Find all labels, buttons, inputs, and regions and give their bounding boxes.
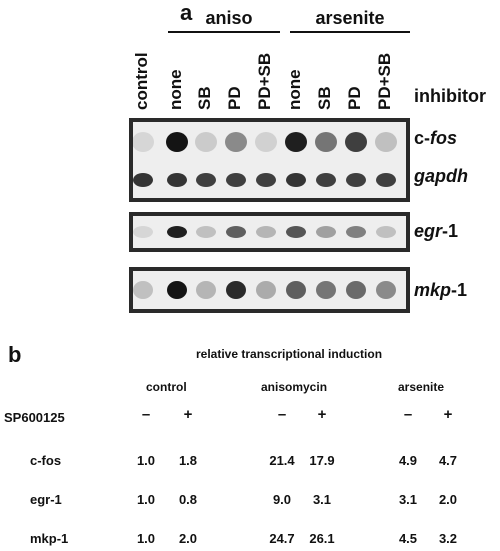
band-gapdh (196, 173, 216, 187)
band-gapdh (286, 173, 306, 187)
band-gapdh (376, 173, 396, 187)
band-mkp1 (346, 281, 366, 299)
treatment-arsenite: arsenite (398, 380, 445, 394)
treatment-control: control (146, 380, 187, 394)
group-label-aniso: aniso (205, 8, 253, 28)
lane-label: none (166, 69, 185, 110)
band-egr1 (196, 226, 216, 238)
value-cell: 2.0 (178, 531, 198, 546)
value-cell: 3.1 (398, 492, 418, 507)
group-line-arsenite (290, 31, 410, 33)
inhibitor-label: inhibitor (414, 86, 486, 106)
band-mkp1 (256, 281, 276, 299)
band-cfos (345, 132, 367, 152)
band-cfos (375, 132, 397, 152)
lane-label: control (132, 52, 151, 110)
band-egr1 (226, 226, 246, 238)
treatment-anisomycin: anisomycin (261, 380, 328, 394)
value-cell: 2.0 (438, 492, 458, 507)
lane-label: none (285, 69, 304, 110)
band-cfos (133, 132, 154, 152)
band-mkp1 (167, 281, 187, 299)
table-title: relative transcriptional induction (196, 347, 383, 361)
lane-label: PD (345, 86, 364, 110)
group-line-aniso (168, 31, 280, 33)
band-gapdh (256, 173, 276, 187)
row-gene-label: c-fos (30, 453, 62, 468)
gene-label-cfos: c-fos (414, 128, 458, 148)
panel-a-letter: a (180, 0, 193, 25)
blot-mkp1-image (133, 281, 396, 299)
value-cell: 26.1 (309, 531, 335, 546)
band-cfos (255, 132, 277, 152)
band-gapdh (226, 173, 246, 187)
band-egr1 (133, 226, 153, 238)
value-cell: 1.0 (136, 453, 156, 468)
blot-mkp1 (129, 267, 410, 313)
band-cfos (166, 132, 188, 152)
gene-label-gapdh: gapdh (414, 166, 468, 186)
value-cell: 0.8 (178, 492, 198, 507)
band-egr1 (346, 226, 366, 238)
band-cfos (195, 132, 217, 152)
value-cell: 3.1 (312, 492, 332, 507)
value-cell: 1.0 (136, 492, 156, 507)
sign-cell: + (443, 406, 453, 423)
value-cell: 9.0 (272, 492, 292, 507)
band-mkp1 (376, 281, 396, 299)
band-cfos (315, 132, 337, 152)
sign-cell: – (141, 406, 151, 423)
band-gapdh (133, 173, 153, 187)
value-cell: 1.8 (178, 453, 198, 468)
value-cell: 17.9 (309, 453, 335, 468)
sign-cell: + (183, 406, 193, 423)
band-mkp1 (196, 281, 216, 299)
band-cfos (225, 132, 247, 152)
value-cell: 4.5 (398, 531, 418, 546)
lane-label: PD (225, 86, 244, 110)
band-egr1 (376, 226, 396, 238)
sign-cell: + (317, 406, 327, 423)
row-gene-label: mkp-1 (30, 531, 69, 546)
lane-label: PD+SB (375, 52, 394, 110)
row-gene-label: egr-1 (30, 492, 62, 507)
lane-label: SB (195, 86, 214, 110)
blot-cfos-gapdh (129, 118, 410, 202)
band-mkp1 (316, 281, 336, 299)
value-cell: 21.4 (269, 453, 295, 468)
value-cell: 1.0 (136, 531, 156, 546)
value-cell: 3.2 (438, 531, 458, 546)
band-gapdh (346, 173, 366, 187)
band-mkp1 (286, 281, 306, 299)
sign-cell: – (403, 406, 413, 423)
band-mkp1 (133, 281, 153, 299)
group-label-arsenite: arsenite (315, 8, 385, 28)
band-egr1 (286, 226, 306, 238)
blot-egr1-image (133, 226, 396, 238)
blot-egr1 (129, 212, 410, 252)
band-mkp1 (226, 281, 246, 299)
band-gapdh (167, 173, 187, 187)
sign-cell: – (277, 406, 287, 423)
value-cell: 4.9 (398, 453, 418, 468)
band-egr1 (256, 226, 276, 238)
lane-label: PD+SB (255, 52, 274, 110)
gene-label-mkp1: mkp-1 (414, 280, 468, 300)
gene-label-egr1: egr-1 (414, 221, 459, 241)
value-cell: 4.7 (438, 453, 458, 468)
panel-b-letter: b (8, 342, 22, 367)
blot-cfos-gapdh-image (133, 132, 397, 187)
band-egr1 (316, 226, 336, 238)
band-egr1 (167, 226, 187, 238)
band-cfos (285, 132, 307, 152)
lane-label: SB (315, 86, 334, 110)
inhibitor-row-label: SP600125 (4, 410, 65, 425)
value-cell: 24.7 (269, 531, 295, 546)
band-gapdh (316, 173, 336, 187)
